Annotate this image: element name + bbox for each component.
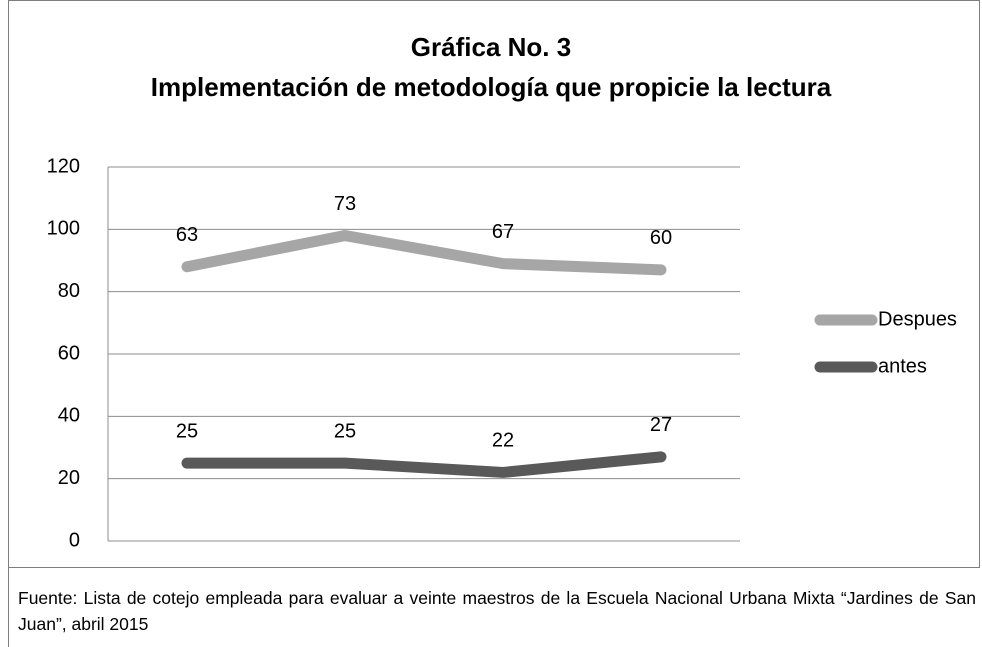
series-line <box>181 230 667 276</box>
data-label: 63 <box>176 224 198 246</box>
y-tick-label: 20 <box>58 467 80 489</box>
data-label: 67 <box>492 221 514 243</box>
data-label: 22 <box>492 430 514 452</box>
chart-subtitle: Implementación de metodología que propic… <box>151 72 832 102</box>
y-tick-label: 40 <box>58 405 80 427</box>
chart-title: Gráfica No. 3 <box>411 32 571 62</box>
y-tick-label: 60 <box>58 342 80 364</box>
y-tick-label: 100 <box>47 218 80 240</box>
source-note: Fuente: Lista de cotejo empleada para ev… <box>18 588 976 634</box>
y-tick-label: 0 <box>69 529 80 551</box>
data-label: 73 <box>334 193 356 215</box>
series-line <box>181 451 667 478</box>
legend-label: antes <box>878 355 927 377</box>
data-label: 25 <box>176 420 198 442</box>
data-label: 60 <box>650 227 672 249</box>
y-tick-label: 120 <box>47 155 80 177</box>
data-label: 25 <box>334 420 356 442</box>
data-label: 27 <box>650 414 672 436</box>
legend-label: Despues <box>878 308 957 330</box>
y-tick-label: 80 <box>58 280 80 302</box>
